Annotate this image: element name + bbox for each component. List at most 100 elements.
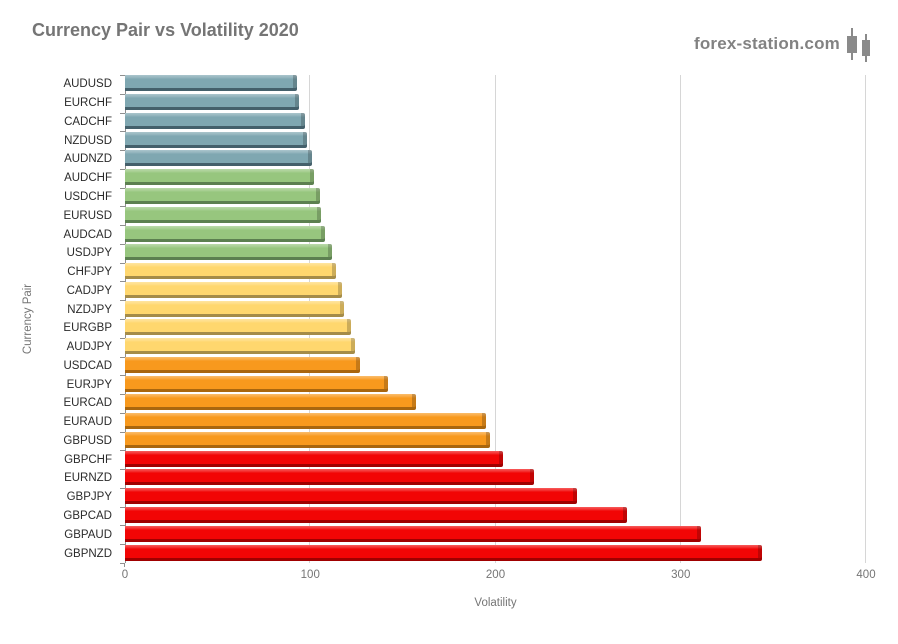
bar-area (125, 187, 866, 207)
bar-label: GBPJPY (66, 491, 112, 504)
bar-label: EURAUD (63, 416, 112, 429)
brand-logo: forex-station.com (694, 26, 872, 62)
bar-label: CADCHF (64, 115, 112, 128)
y-tick (120, 375, 125, 377)
bar-label: EURCHF (64, 97, 112, 110)
bar-audnzd (125, 150, 313, 164)
bar-gbpusd (125, 431, 490, 445)
bar-eurgbp (125, 319, 351, 333)
bar-eurchf (125, 94, 300, 108)
bar-area (125, 75, 866, 94)
bar-label: GBPNZD (64, 547, 112, 560)
bar-label: NZDUSD (64, 134, 112, 147)
y-tick (120, 281, 125, 283)
y-tick (120, 337, 125, 339)
bar-area (125, 319, 866, 338)
bar-row: GBPCHF (0, 450, 866, 469)
y-tick (120, 431, 125, 433)
bar-gbpjpy (125, 488, 577, 502)
bar-row: EURCHF (0, 94, 866, 113)
bar-row: EURUSD (0, 206, 866, 225)
bar-label: USDCHF (64, 190, 112, 203)
bar-nzdusd (125, 131, 307, 145)
bar-row: EURJPY (0, 375, 866, 394)
bar-area (125, 206, 866, 225)
x-tick-label-100: 100 (300, 569, 320, 581)
bar-area (125, 94, 866, 113)
bar-label: CHFJPY (67, 266, 112, 279)
y-tick (120, 506, 125, 508)
bar-eurcad (125, 394, 416, 408)
bar-area (125, 225, 866, 244)
y-tick (120, 93, 125, 95)
bar-euraud (125, 413, 487, 427)
bar-row: GBPJPY (0, 488, 866, 507)
grid-layer (125, 75, 866, 563)
bar-usdcad (125, 356, 361, 370)
bar-area (125, 525, 866, 544)
bar-audchf (125, 169, 314, 183)
bar-nzdjpy (125, 300, 344, 314)
bar-area (125, 506, 866, 526)
y-tick (120, 487, 125, 489)
bar-label: NZDJPY (67, 303, 112, 316)
bar-label: GBPCAD (63, 509, 112, 522)
bar-gbpaud (125, 525, 702, 539)
gridline-300 (679, 75, 681, 563)
y-tick (120, 187, 125, 189)
bar-row: GBPAUD (0, 525, 866, 544)
x-tick-label-400: 400 (856, 569, 876, 581)
x-tick-label-300: 300 (671, 569, 691, 581)
y-tick (120, 75, 125, 76)
bar-label: EURJPY (66, 378, 112, 391)
y-tick (120, 150, 125, 152)
bar-label: AUDCHF (64, 172, 112, 185)
bar-label: CADJPY (66, 284, 112, 297)
gridline-200 (494, 75, 496, 563)
bar-label: EURNZD (64, 472, 112, 485)
bar-gbpnzd (125, 544, 763, 558)
y-tick (120, 412, 125, 414)
bar-area (125, 394, 866, 413)
bar-area (125, 450, 866, 469)
bar-row: AUDUSD (0, 75, 866, 94)
bar-label: AUDJPY (66, 341, 112, 354)
bar-area (125, 112, 866, 132)
bar-area (125, 469, 866, 488)
brand-text: forex-station.com (693, 34, 840, 53)
bar-eurjpy (125, 375, 389, 389)
x-tick-label-0: 0 (121, 569, 129, 581)
bar-gbpchf (125, 450, 503, 464)
gridline-100 (309, 75, 311, 563)
bar-area (125, 488, 866, 507)
chart-title: Currency Pair vs Volatility 2020 (32, 20, 299, 40)
y-axis-line (125, 75, 126, 563)
bar-label: EURUSD (63, 209, 112, 222)
bar-label: AUDCAD (63, 228, 112, 241)
candlestick-icon (847, 28, 870, 62)
bar-area (125, 300, 866, 319)
bar-row: USDJPY (0, 244, 866, 263)
rows: AUDUSD EURCHF CADCHF NZDUSD AUDNZD AUDCHF USDC… (0, 75, 866, 563)
bar-row: NZDUSD (0, 131, 866, 150)
y-tick (120, 206, 125, 208)
bar-audusd (125, 75, 298, 89)
bar-area (125, 169, 866, 188)
bar-eurnzd (125, 469, 535, 483)
x-axis-zero-tick (124, 563, 125, 567)
bar-row: AUDCAD (0, 225, 866, 244)
bar-area (125, 131, 866, 150)
bar-row: EURGBP (0, 319, 866, 338)
bar-area (125, 413, 866, 432)
bar-audjpy (125, 338, 355, 352)
y-tick (120, 262, 125, 264)
y-tick (120, 243, 125, 245)
bar-row: GBPUSD (0, 431, 866, 451)
bar-eurusd (125, 206, 322, 220)
bar-label: GBPAUD (64, 528, 112, 541)
bar-usdjpy (125, 244, 333, 258)
y-tick (120, 131, 125, 133)
x-axis-title: Volatility (474, 597, 517, 609)
bar-chfjpy (125, 263, 337, 277)
bar-cadjpy (125, 281, 342, 295)
